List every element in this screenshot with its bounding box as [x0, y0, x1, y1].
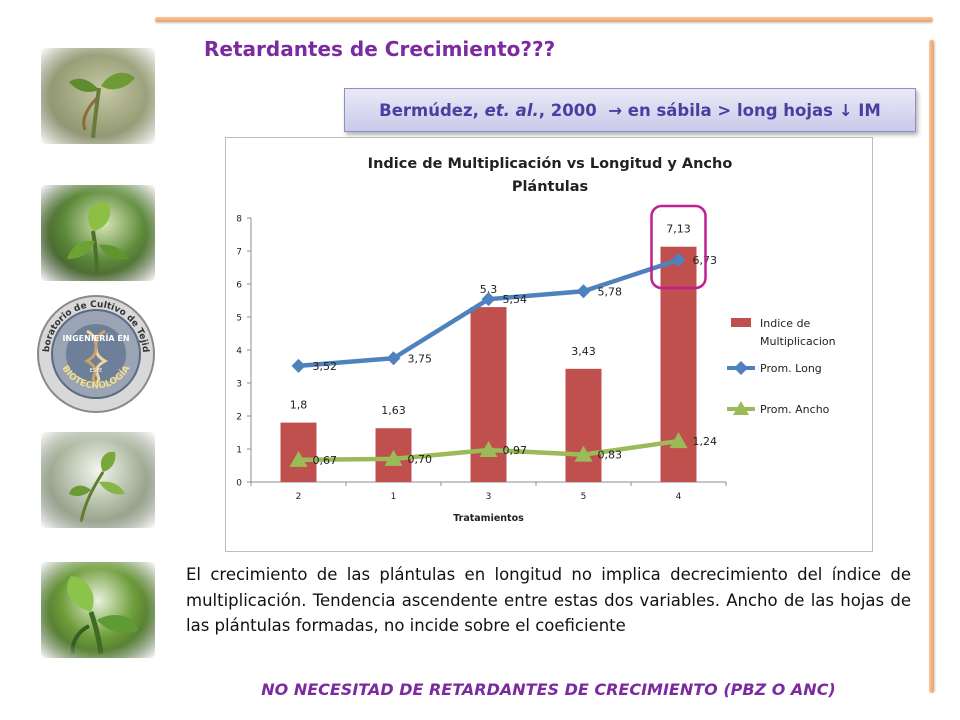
x-tick-label: 5: [581, 492, 587, 502]
diamond-marker: [481, 292, 496, 307]
line-data-label: 3,75: [408, 352, 433, 365]
y-tick-label: 7: [236, 248, 242, 258]
line-data-label: 3,52: [313, 360, 338, 373]
plantlet-photo-1: [41, 48, 155, 144]
y-tick-label: 5: [236, 314, 242, 324]
y-tick-label: 2: [236, 413, 242, 423]
diamond-marker: [386, 351, 401, 366]
logo-small-text: ESPE: [90, 368, 103, 374]
triangle-marker: [384, 449, 403, 466]
legend-label: Prom. Long: [760, 362, 822, 375]
bar-data-label: 1,63: [381, 404, 406, 417]
line-data-label: 1,24: [693, 435, 718, 448]
bar-data-label: 5,3: [480, 283, 498, 296]
bar-data-label: 1,8: [290, 399, 308, 412]
chart-title-line: Plántulas: [512, 179, 588, 195]
x-tick-label: 3: [486, 492, 492, 502]
x-tick-label: 2: [296, 492, 302, 502]
line-data-label: 0,97: [503, 444, 528, 457]
diamond-marker: [576, 284, 591, 299]
triangle-marker: [479, 440, 498, 457]
chart-axes: 0 1 2 3 4 5 6 7 8 2 1 3 5 4 Tratamientos: [236, 215, 727, 524]
reference-end: IM: [858, 100, 881, 120]
top-accent-rule: [155, 17, 933, 22]
reference-box: Bermúdez, et. al., 2000 → en sábila > lo…: [344, 88, 916, 132]
reference-middle: en sábila > long hojas: [627, 100, 833, 120]
line-data-label: 0,83: [598, 449, 623, 462]
legend-label: Prom. Ancho: [760, 403, 830, 416]
diamond-marker: [291, 358, 306, 373]
chart-title: Indice de Multiplicación vs Longitud y A…: [368, 156, 733, 195]
plantlet-photo-4: [41, 562, 155, 658]
bar: [565, 368, 602, 482]
x-axis-title: Tratamientos: [453, 513, 524, 524]
triangle-marker: [669, 432, 688, 449]
chart-container: Indice de Multiplicación vs Longitud y A…: [225, 137, 873, 552]
line-data-label: 0,70: [408, 453, 433, 466]
y-tick-label: 3: [236, 380, 242, 390]
slide-title: Retardantes de Crecimiento???: [204, 37, 556, 61]
highlight-ring: [650, 204, 707, 290]
reference-italic: et. al.: [484, 100, 539, 120]
down-arrow-icon: ↓: [838, 100, 853, 120]
conclusion-text: NO NECESITAD DE RETARDANTES DE CRECIMIEN…: [261, 680, 836, 699]
lab-logo: Laboratorio de Cultivo de Tejidos INGENI…: [32, 286, 157, 415]
legend-label: Indice de: [760, 317, 811, 330]
y-tick-label: 0: [236, 479, 242, 489]
highlight-ring-shape: [650, 204, 707, 290]
reference-prefix: Bermúdez,: [379, 100, 479, 120]
x-tick-label: 4: [676, 492, 682, 502]
chart-legend: Indice de Multiplicacion Prom. Long Prom. A…: [727, 317, 836, 416]
triangle-marker: [289, 450, 308, 467]
bar-data-label: 3,43: [571, 345, 596, 358]
logo-inner-text: INGENIERÍA EN: [62, 332, 129, 343]
plantlet-photo-2: [41, 185, 155, 281]
y-tick-label: 1: [236, 446, 242, 456]
y-tick-label: 6: [236, 281, 242, 291]
chart-title-line: Indice de Multiplicación vs Longitud y A…: [368, 156, 733, 172]
legend-diamond-icon: [734, 361, 748, 375]
line-data-label: 5,54: [503, 293, 528, 306]
combo-chart: Indice de Multiplicación vs Longitud y A…: [236, 156, 836, 524]
reference-suffix: , 2000: [538, 100, 597, 120]
body-text: El crecimiento de las plántulas en longi…: [186, 565, 911, 635]
bar-data-label: 7,13: [666, 223, 691, 236]
right-accent-rule: [929, 40, 934, 693]
triangle-marker: [574, 445, 593, 462]
diamond-marker: [671, 252, 686, 267]
y-tick-label: 4: [236, 347, 242, 357]
legend-label: Multiplicacion: [760, 335, 836, 348]
plantlet-photo-3: [41, 432, 155, 528]
line-data-label: 0,67: [313, 454, 338, 467]
line-data-label: 5,78: [598, 285, 623, 298]
legend-swatch-bar: [731, 318, 751, 327]
y-tick-label: 8: [236, 215, 242, 225]
x-tick-label: 1: [391, 492, 397, 502]
legend-triangle-icon: [733, 401, 749, 415]
right-arrow-icon: →: [608, 100, 623, 120]
